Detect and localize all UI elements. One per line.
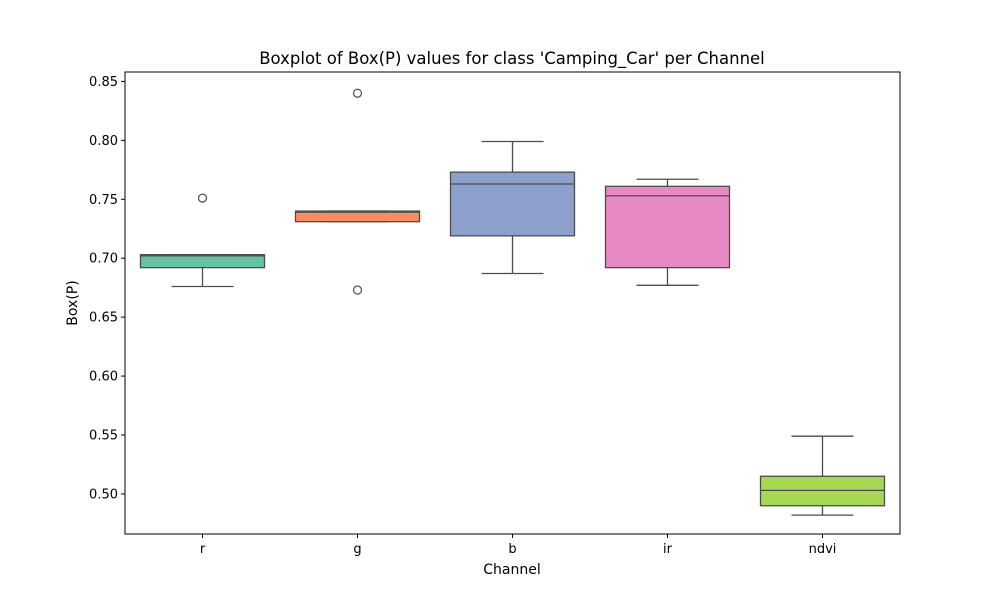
x-tick-label: g (353, 542, 361, 557)
box-b (449, 140, 576, 275)
box-r (139, 193, 266, 288)
box-iqr (294, 210, 421, 223)
box-iqr (604, 185, 731, 269)
y-axis-label: Box(P) (65, 280, 81, 325)
x-tick-label: b (508, 542, 516, 557)
y-tick-label: 0.65 (89, 311, 118, 326)
x-axis: r g b ir ndvi (200, 534, 837, 557)
x-axis-label: Channel (483, 562, 540, 578)
box-ndvi (759, 435, 886, 516)
chart-title: Boxplot of Box(P) values for class 'Camp… (259, 49, 765, 69)
y-tick-label: 0.60 (89, 370, 118, 385)
box-iqr (449, 171, 576, 237)
y-tick-label: 0.70 (89, 252, 118, 267)
y-tick-label: 0.85 (89, 75, 118, 90)
y-axis: 0.50 0.55 0.60 0.65 0.70 0.75 0.80 0.85 (89, 75, 125, 502)
box-ir (604, 178, 731, 286)
x-tick-label: ir (663, 542, 673, 557)
x-tick-label: ndvi (809, 542, 837, 557)
x-tick-label: r (200, 542, 206, 557)
y-tick-label: 0.55 (89, 429, 118, 444)
y-tick-label: 0.50 (89, 487, 118, 502)
box-g (294, 88, 421, 295)
outlier-point (197, 193, 208, 203)
outlier-point (352, 88, 363, 98)
outlier-point (352, 285, 363, 295)
y-tick-label: 0.80 (89, 134, 118, 149)
boxes-layer (139, 88, 886, 516)
box-iqr (139, 254, 266, 269)
y-tick-label: 0.75 (89, 193, 118, 208)
